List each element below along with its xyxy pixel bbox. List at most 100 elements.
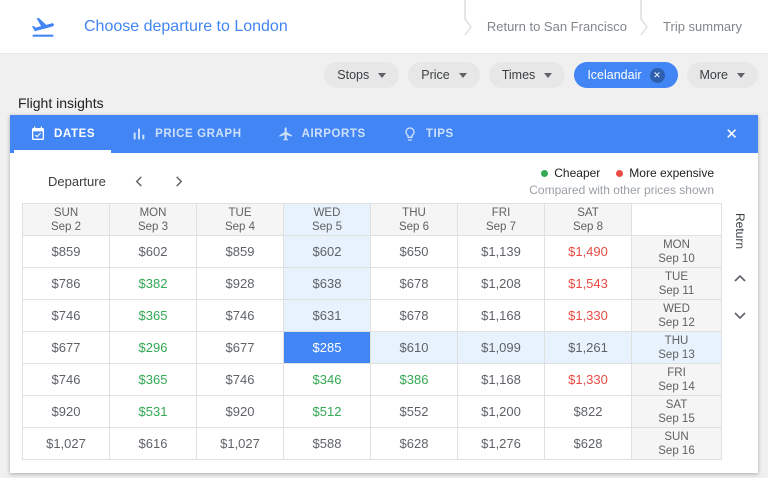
price-cell[interactable]: $638 xyxy=(283,267,371,300)
price-cell[interactable]: $928 xyxy=(196,267,284,300)
tab-dates[interactable]: DATES xyxy=(14,115,112,153)
flight-insights-panel: DATES PRICE GRAPH AIRPORTS TIPS ✕ Depart… xyxy=(10,115,758,473)
price-cell[interactable]: $602 xyxy=(109,235,197,268)
price-cell[interactable]: $859 xyxy=(196,235,284,268)
table-row: $746 $365 $746 $346 $386 $1,168 $1,330 FRI Sep 1… xyxy=(22,363,722,396)
top-header: Choose departure to London Return to San… xyxy=(0,0,768,54)
chip-label: More xyxy=(699,68,728,82)
price-cell[interactable]: $678 xyxy=(370,299,458,332)
breadcrumb-return-step[interactable]: Return to San Francisco xyxy=(486,19,628,34)
expensive-label: More expensive xyxy=(629,166,714,180)
filter-chip-stops[interactable]: Stops xyxy=(324,62,400,88)
chevron-down-icon xyxy=(458,72,467,78)
price-cell[interactable]: $628 xyxy=(544,427,632,460)
chip-label: Stops xyxy=(337,68,370,82)
scroll-return-down-button[interactable] xyxy=(734,307,746,325)
previous-dates-button[interactable] xyxy=(134,176,145,187)
departure-column-header: FRI Sep 7 xyxy=(457,203,545,236)
tab-tips[interactable]: TIPS xyxy=(386,115,470,153)
filter-chip-icelandair[interactable]: Icelandair ✕ xyxy=(574,62,678,88)
price-cell[interactable]: $365 xyxy=(109,363,197,396)
filter-chip-times[interactable]: Times xyxy=(488,62,566,88)
table-row: $859 $602 $859 $602 $650 $1,139 $1,490 MON Sep 1… xyxy=(22,235,722,268)
date-price-grid: SUN Sep 2 MON Sep 3 TUE Sep 4 WED Sep 5 THU Sep 6… xyxy=(22,203,722,460)
departure-column-header: THU Sep 6 xyxy=(370,203,458,236)
price-cell[interactable]: $382 xyxy=(109,267,197,300)
price-cell[interactable]: $346 xyxy=(283,363,371,396)
price-cell[interactable]: $552 xyxy=(370,395,458,428)
table-row: $677 $296 $677 $285 $610 $1,099 $1,261 THU Sep 1… xyxy=(22,331,722,364)
flight-insights-heading: Flight insights xyxy=(18,95,104,111)
price-cell[interactable]: $1,543 xyxy=(544,267,632,300)
price-cell[interactable]: $628 xyxy=(370,427,458,460)
price-cell[interactable]: $1,200 xyxy=(457,395,545,428)
return-row-header: WED Sep 12 xyxy=(631,299,722,332)
chevron-down-icon xyxy=(734,312,746,320)
filter-chip-price[interactable]: Price xyxy=(408,62,480,88)
price-cell[interactable]: $650 xyxy=(370,235,458,268)
price-cell[interactable]: $677 xyxy=(196,331,284,364)
price-cell[interactable]: $920 xyxy=(22,395,110,428)
tab-airports[interactable]: AIRPORTS xyxy=(262,115,382,153)
price-cell[interactable]: $631 xyxy=(283,299,371,332)
price-cell[interactable]: $602 xyxy=(283,235,371,268)
price-cell[interactable]: $1,168 xyxy=(457,299,545,332)
price-cell[interactable]: $386 xyxy=(370,363,458,396)
selected-price-cell[interactable]: $285 xyxy=(283,331,371,364)
return-axis-gutter: Return xyxy=(722,203,758,460)
price-cell[interactable]: $746 xyxy=(22,363,110,396)
price-cell[interactable]: $296 xyxy=(109,331,197,364)
return-row-header: MON Sep 10 xyxy=(631,235,722,268)
scroll-return-up-button[interactable] xyxy=(734,269,746,287)
price-cell[interactable]: $859 xyxy=(22,235,110,268)
cheaper-label: Cheaper xyxy=(554,166,601,180)
price-cell[interactable]: $1,330 xyxy=(544,299,632,332)
filter-chip-more[interactable]: More xyxy=(686,62,758,88)
price-cell[interactable]: $1,261 xyxy=(544,331,632,364)
price-cell[interactable]: $1,099 xyxy=(457,331,545,364)
breadcrumb-trip-summary[interactable]: Trip summary xyxy=(663,19,742,34)
price-cell[interactable]: $1,139 xyxy=(457,235,545,268)
price-cell[interactable]: $588 xyxy=(283,427,371,460)
price-cell[interactable]: $1,027 xyxy=(196,427,284,460)
table-row: $1,027 $616 $1,027 $588 $628 $1,276 $628 SUN Sep… xyxy=(22,427,722,460)
close-panel-button[interactable]: ✕ xyxy=(705,115,758,153)
price-cell[interactable]: $1,168 xyxy=(457,363,545,396)
price-cell[interactable]: $746 xyxy=(196,363,284,396)
return-axis-label: Return xyxy=(733,213,747,250)
departure-column-header: MON Sep 3 xyxy=(109,203,197,236)
price-cell[interactable]: $512 xyxy=(283,395,371,428)
chevron-down-icon xyxy=(544,72,553,78)
date-grid-wrapper: SUN Sep 2 MON Sep 3 TUE Sep 4 WED Sep 5 THU Sep 6… xyxy=(10,203,758,460)
price-cell[interactable]: $365 xyxy=(109,299,197,332)
price-cell[interactable]: $1,027 xyxy=(22,427,110,460)
return-row-header: SUN Sep 16 xyxy=(631,427,722,460)
price-cell[interactable]: $1,330 xyxy=(544,363,632,396)
expensive-dot-icon xyxy=(616,169,624,177)
calendar-check-icon xyxy=(32,126,44,140)
price-legend: Cheaper More expensive Compared with oth… xyxy=(529,166,714,197)
price-cell[interactable]: $920 xyxy=(196,395,284,428)
tab-price-graph[interactable]: PRICE GRAPH xyxy=(115,115,257,153)
return-row-header: TUE Sep 11 xyxy=(631,267,722,300)
legend-note: Compared with other prices shown xyxy=(529,183,714,197)
price-cell[interactable]: $1,276 xyxy=(457,427,545,460)
price-cell[interactable]: $1,208 xyxy=(457,267,545,300)
price-cell[interactable]: $678 xyxy=(370,267,458,300)
chip-label: Times xyxy=(501,68,536,82)
chevron-right-separator-icon xyxy=(640,0,648,35)
price-cell[interactable]: $822 xyxy=(544,395,632,428)
price-cell[interactable]: $746 xyxy=(22,299,110,332)
price-cell[interactable]: $677 xyxy=(22,331,110,364)
close-circle-icon[interactable]: ✕ xyxy=(649,67,665,83)
price-cell[interactable]: $610 xyxy=(370,331,458,364)
price-cell[interactable]: $746 xyxy=(196,299,284,332)
departure-column-header: WED Sep 5 xyxy=(283,203,371,236)
price-cell[interactable]: $616 xyxy=(109,427,197,460)
chevron-up-icon xyxy=(734,274,746,282)
price-cell[interactable]: $1,490 xyxy=(544,235,632,268)
price-cell[interactable]: $786 xyxy=(22,267,110,300)
grid-controls: Departure Cheaper More expensive Compare… xyxy=(10,153,758,203)
price-cell[interactable]: $531 xyxy=(109,395,197,428)
next-dates-button[interactable] xyxy=(173,176,184,187)
